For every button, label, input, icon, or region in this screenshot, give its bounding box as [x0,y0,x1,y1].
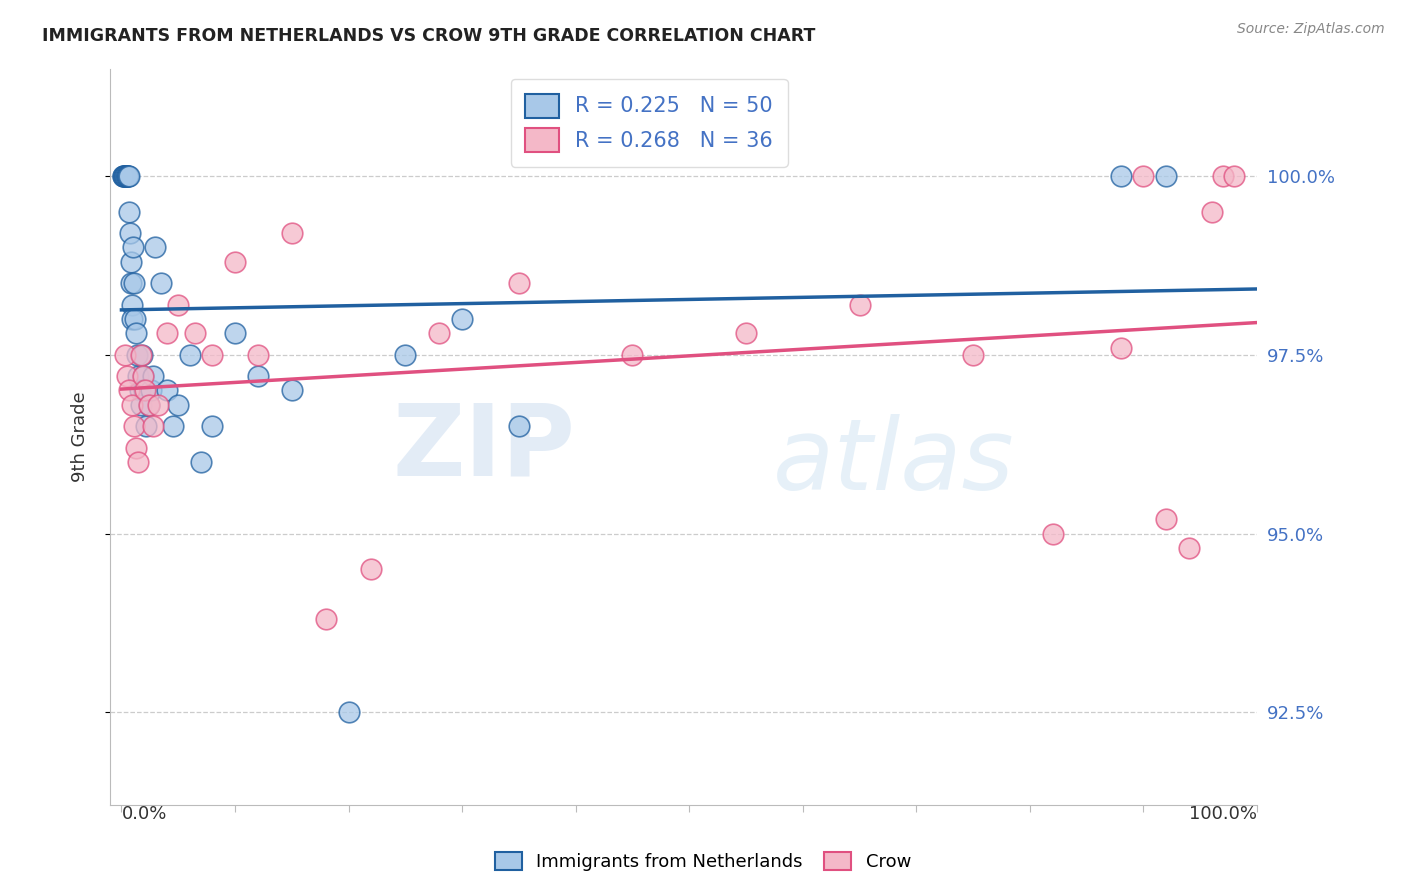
Point [121,312,143,326]
Point [117,169,139,183]
Point [112,169,135,183]
Point [735,326,758,341]
Point [127,455,149,469]
Point [129,398,152,412]
Point [115,169,138,183]
Point [145,240,167,254]
Point [451,312,474,326]
Legend: R = 0.225   N = 50, R = 0.268   N = 36: R = 0.225 N = 50, R = 0.268 N = 36 [510,78,787,167]
Text: atlas: atlas [773,414,1015,510]
Point [337,706,360,720]
Point [125,326,148,341]
Point [138,398,160,412]
Point [129,348,152,362]
Point [315,612,337,626]
Point [201,348,224,362]
Point [114,348,136,362]
Text: Source: ZipAtlas.com: Source: ZipAtlas.com [1237,22,1385,37]
Point [125,441,148,455]
Point [360,562,382,576]
Point [122,276,145,290]
Text: 0.0%: 0.0% [121,805,167,823]
Legend: Immigrants from Netherlands, Crow: Immigrants from Netherlands, Crow [488,845,918,879]
Point [127,348,149,362]
Point [1201,204,1223,219]
Point [131,348,153,362]
Point [118,384,141,398]
Point [124,312,146,326]
Point [132,369,155,384]
Point [508,276,530,290]
Text: 100.0%: 100.0% [1189,805,1257,823]
Point [1154,512,1177,526]
Point [122,419,145,434]
Point [162,419,184,434]
Point [1109,341,1132,355]
Point [142,369,165,384]
Point [112,169,135,183]
Point [117,169,139,183]
Point [121,398,143,412]
Point [1154,169,1177,183]
Point [127,369,149,384]
Point [1042,526,1064,541]
Point [142,419,165,434]
Point [246,348,269,362]
Point [118,226,141,240]
Point [1178,541,1201,555]
Point [962,348,984,362]
Point [120,254,142,268]
Point [848,298,870,312]
Point [184,326,207,341]
Y-axis label: 9th Grade: 9th Grade [72,392,89,483]
Point [118,169,141,183]
Text: IMMIGRANTS FROM NETHERLANDS VS CROW 9TH GRADE CORRELATION CHART: IMMIGRANTS FROM NETHERLANDS VS CROW 9TH … [42,27,815,45]
Point [224,326,246,341]
Point [246,369,269,384]
Point [139,384,162,398]
Point [111,169,134,183]
Point [429,326,451,341]
Point [115,169,138,183]
Point [1109,169,1132,183]
Point [146,398,169,412]
Point [112,169,135,183]
Point [128,384,150,398]
Point [114,169,136,183]
Point [115,369,138,384]
Point [190,455,212,469]
Point [135,419,157,434]
Point [281,384,304,398]
Point [138,398,160,412]
Point [1132,169,1154,183]
Point [621,348,644,362]
Point [114,169,136,183]
Point [121,298,143,312]
Point [132,369,155,384]
Point [115,169,138,183]
Point [1212,169,1234,183]
Point [224,254,246,268]
Point [150,276,173,290]
Point [179,348,201,362]
Point [167,298,190,312]
Point [167,398,190,412]
Point [281,226,304,240]
Point [120,276,142,290]
Point [201,419,224,434]
Point [118,204,141,219]
Point [156,326,179,341]
Point [1223,169,1246,183]
Point [134,384,156,398]
Text: ZIP: ZIP [392,400,575,496]
Point [394,348,416,362]
Point [156,384,179,398]
Point [508,419,530,434]
Point [134,384,156,398]
Point [121,240,143,254]
